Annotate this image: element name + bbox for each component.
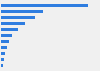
- Bar: [1, 46, 7, 49]
- Bar: [1, 28, 18, 31]
- Bar: [1, 52, 5, 55]
- Bar: [1, 4, 88, 7]
- Bar: [1, 58, 4, 61]
- Bar: [1, 40, 9, 43]
- Bar: [1, 22, 25, 25]
- Bar: [1, 10, 43, 13]
- Bar: [1, 16, 35, 19]
- Bar: [1, 64, 3, 67]
- Bar: [1, 34, 12, 37]
